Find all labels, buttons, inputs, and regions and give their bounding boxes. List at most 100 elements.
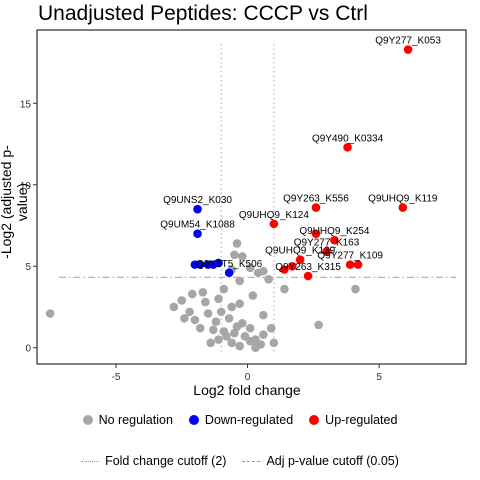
data-point-none [230, 328, 239, 338]
point-label: Q9Y490_K0334 [312, 133, 384, 144]
legend-item-up-regulated: Up-regulated [309, 413, 397, 427]
data-point-none [266, 323, 276, 333]
y-tick-label: 10 [20, 181, 32, 192]
red-dot-icon [309, 415, 320, 425]
data-point-none [190, 315, 200, 325]
legend-item-fold-change-cutoff: Fold change cutoff (2) [81, 454, 226, 468]
data-point-none [185, 307, 194, 317]
data-point-up [280, 265, 289, 274]
point-label: Q9UM54_K1088 [160, 220, 235, 231]
data-point-up [287, 261, 297, 271]
point-label: Q9UHQ9_K119 [368, 194, 438, 205]
data-point-up [398, 203, 408, 212]
data-point-up [353, 260, 363, 269]
data-point-none [259, 330, 268, 339]
data-point-none [245, 336, 255, 346]
data-point-down [193, 229, 202, 238]
data-point-none [209, 325, 218, 335]
data-point-none [180, 314, 189, 323]
legend-groups: No regulation Down-regulated Up-regulate… [0, 413, 480, 427]
data-point-none [211, 317, 221, 326]
data-point-none [206, 338, 216, 348]
data-point-none [203, 309, 213, 318]
plot-panel [36, 29, 467, 365]
x-tick-label: 5 [376, 372, 382, 383]
chart-title: Unadjusted Peptides: CCCP vs Ctrl [38, 2, 368, 25]
data-point-none [251, 343, 260, 353]
data-point-up [311, 203, 321, 212]
data-point-none [235, 341, 244, 351]
legend-item-no-regulation: No regulation [82, 413, 173, 427]
data-point-none [245, 263, 255, 273]
point-label: Q9UHQ9_K139 [265, 246, 335, 257]
legend-label: Down-regulated [204, 413, 294, 427]
legend-lines: Fold change cutoff (2) Adj p-value cutof… [0, 454, 480, 468]
data-point-up [303, 271, 313, 281]
data-point-up [343, 143, 352, 152]
blue-dot-icon [188, 415, 199, 425]
data-point-none [235, 299, 244, 309]
data-point-up [322, 247, 331, 256]
data-point-none [351, 284, 360, 294]
data-point-none [214, 294, 223, 304]
data-point-none [227, 302, 237, 312]
dotted-line-icon [81, 460, 100, 462]
data-point-none [230, 250, 239, 260]
data-point-none [280, 284, 289, 294]
legend-label: Fold change cutoff (2) [105, 454, 227, 468]
data-point-none [227, 338, 237, 348]
data-point-none [219, 284, 229, 294]
point-label: Q9Y263_K556 [283, 194, 349, 205]
point-label: Q9UNS2_K030 [163, 195, 232, 206]
data-point-down [224, 268, 234, 278]
data-point-none [216, 307, 226, 317]
point-label: Q9Y263_K315 [275, 262, 341, 273]
data-point-up [295, 255, 305, 265]
data-point-none [269, 338, 279, 348]
legend-label: Up-regulated [325, 413, 398, 427]
gray-dot-icon [82, 415, 93, 425]
data-point-none [253, 268, 263, 278]
data-point-up [403, 45, 413, 54]
legend-label: No regulation [98, 413, 173, 427]
y-tick-label: 15 [20, 99, 32, 110]
data-point-none [235, 276, 244, 286]
data-point-none [195, 323, 205, 333]
legend-label: Adj p-value cutoff (0.05) [266, 454, 399, 468]
y-tick-label: 0 [25, 344, 31, 355]
data-point-down [195, 260, 205, 269]
data-point-none [224, 314, 234, 323]
legend-item-down-regulated: Down-regulated [188, 413, 294, 427]
y-tick-label: 5 [25, 262, 31, 273]
data-point-none [237, 252, 247, 261]
data-point-none [232, 239, 242, 248]
point-label: Q9Y5T5_K506 [196, 259, 263, 270]
point-label: Q9Y277_K109 [317, 251, 383, 262]
y-axis-label: -Log2 (adjusted p-value) [0, 145, 30, 259]
data-point-none [232, 322, 242, 331]
data-point-none [169, 302, 179, 312]
data-point-none [314, 320, 323, 330]
x-axis-label: Log2 fold change [193, 382, 301, 398]
data-point-up [311, 229, 321, 238]
x-tick-label: 0 [245, 372, 251, 383]
data-point-none [259, 310, 268, 320]
data-point-none [201, 297, 210, 307]
data-point-up [345, 260, 355, 269]
data-point-none [187, 289, 197, 299]
data-point-none [222, 332, 231, 341]
data-point-none [214, 335, 223, 344]
data-point-up [269, 219, 279, 229]
data-point-none [264, 274, 273, 284]
point-label: Q9Y277_K053 [375, 36, 441, 47]
point-label: Q9Y277_K163 [294, 238, 360, 249]
data-point-none [198, 288, 208, 297]
point-label: Q9UHQ9_K124 [239, 210, 309, 221]
data-point-none [245, 323, 255, 333]
data-point-up [330, 235, 339, 245]
point-label: Q9UHQ9_K254 [299, 226, 369, 237]
data-point-down [214, 258, 223, 268]
legend-item-pvalue-cutoff: Adj p-value cutoff (0.05) [242, 454, 399, 468]
data-point-none [248, 291, 258, 300]
